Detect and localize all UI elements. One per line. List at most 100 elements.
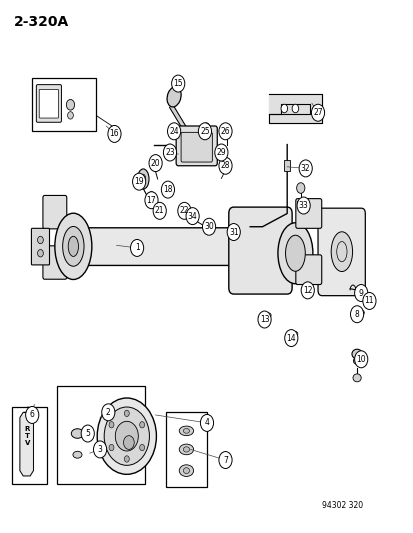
Ellipse shape xyxy=(183,468,189,473)
Ellipse shape xyxy=(183,447,189,452)
Circle shape xyxy=(284,329,297,346)
FancyBboxPatch shape xyxy=(228,207,292,294)
Circle shape xyxy=(280,104,287,113)
Text: R
T
V: R T V xyxy=(24,426,30,446)
Text: 3: 3 xyxy=(97,445,102,454)
FancyBboxPatch shape xyxy=(295,255,321,285)
Circle shape xyxy=(157,205,165,215)
Text: 32: 32 xyxy=(300,164,310,173)
Ellipse shape xyxy=(292,332,297,336)
Text: 5: 5 xyxy=(85,429,90,438)
Text: 24: 24 xyxy=(169,127,178,136)
FancyBboxPatch shape xyxy=(39,90,58,118)
Text: 10: 10 xyxy=(356,355,365,364)
Text: 19: 19 xyxy=(134,177,144,186)
Circle shape xyxy=(97,398,156,474)
FancyBboxPatch shape xyxy=(43,246,66,279)
Circle shape xyxy=(139,422,144,428)
Ellipse shape xyxy=(353,358,360,365)
Circle shape xyxy=(109,445,114,451)
Circle shape xyxy=(104,407,149,465)
Circle shape xyxy=(81,425,94,442)
Bar xyxy=(296,201,303,207)
Ellipse shape xyxy=(204,222,211,229)
Circle shape xyxy=(115,421,138,451)
Text: 17: 17 xyxy=(146,196,156,205)
Circle shape xyxy=(163,144,176,161)
Ellipse shape xyxy=(55,213,92,279)
Bar xyxy=(284,160,290,171)
Text: 28: 28 xyxy=(220,161,230,170)
Bar xyxy=(57,386,145,484)
Ellipse shape xyxy=(179,444,193,455)
Ellipse shape xyxy=(330,232,352,271)
Ellipse shape xyxy=(227,226,233,232)
Circle shape xyxy=(218,123,232,140)
Circle shape xyxy=(354,351,367,368)
Circle shape xyxy=(300,282,313,299)
Ellipse shape xyxy=(277,223,312,284)
FancyBboxPatch shape xyxy=(43,196,66,229)
Ellipse shape xyxy=(68,236,78,256)
Circle shape xyxy=(362,293,375,310)
Ellipse shape xyxy=(179,426,193,435)
Text: 2-320A: 2-320A xyxy=(14,14,69,29)
Circle shape xyxy=(202,218,215,235)
FancyBboxPatch shape xyxy=(36,85,61,122)
Text: 15: 15 xyxy=(173,79,183,88)
FancyBboxPatch shape xyxy=(31,228,50,265)
Ellipse shape xyxy=(357,310,363,316)
Circle shape xyxy=(108,125,121,142)
Ellipse shape xyxy=(217,152,225,158)
Text: 34: 34 xyxy=(187,212,197,221)
Circle shape xyxy=(354,285,367,302)
Circle shape xyxy=(198,123,211,140)
Ellipse shape xyxy=(62,227,84,266)
Circle shape xyxy=(200,415,213,431)
Bar xyxy=(166,413,206,487)
Ellipse shape xyxy=(166,184,172,195)
Circle shape xyxy=(227,223,240,240)
Text: 14: 14 xyxy=(286,334,295,343)
Circle shape xyxy=(167,123,180,140)
Ellipse shape xyxy=(285,235,304,271)
Ellipse shape xyxy=(179,465,193,477)
Circle shape xyxy=(311,104,324,121)
Text: 7: 7 xyxy=(223,456,228,465)
Circle shape xyxy=(223,125,230,134)
Circle shape xyxy=(132,173,145,190)
Text: 29: 29 xyxy=(216,148,225,157)
Ellipse shape xyxy=(266,313,271,318)
FancyBboxPatch shape xyxy=(180,132,212,162)
Ellipse shape xyxy=(221,165,228,172)
Circle shape xyxy=(298,160,311,177)
Circle shape xyxy=(93,441,107,458)
Circle shape xyxy=(124,410,129,417)
Circle shape xyxy=(296,183,304,193)
Text: 12: 12 xyxy=(302,286,312,295)
Text: 33: 33 xyxy=(298,201,308,210)
Text: 23: 23 xyxy=(165,148,174,157)
Circle shape xyxy=(171,75,184,92)
Circle shape xyxy=(292,104,298,113)
Text: 16: 16 xyxy=(109,130,119,139)
Circle shape xyxy=(67,112,73,119)
Circle shape xyxy=(149,155,162,172)
Ellipse shape xyxy=(351,349,361,359)
Text: 94302 320: 94302 320 xyxy=(321,502,362,511)
Bar xyxy=(12,407,47,484)
Circle shape xyxy=(177,203,190,219)
Circle shape xyxy=(218,451,232,469)
Text: 30: 30 xyxy=(204,222,214,231)
Ellipse shape xyxy=(352,374,360,382)
Circle shape xyxy=(38,249,43,257)
Ellipse shape xyxy=(167,87,181,107)
Circle shape xyxy=(185,208,199,224)
Text: 31: 31 xyxy=(228,228,238,237)
Circle shape xyxy=(109,422,114,428)
Text: 18: 18 xyxy=(163,185,172,194)
Text: 6: 6 xyxy=(30,410,35,419)
Text: 11: 11 xyxy=(364,296,373,305)
Circle shape xyxy=(102,404,115,421)
Ellipse shape xyxy=(147,192,155,204)
